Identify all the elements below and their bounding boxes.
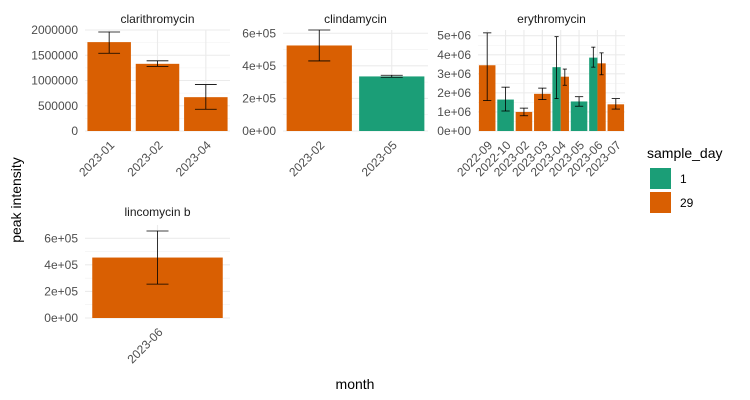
bar-2023-04-day-29	[560, 76, 569, 131]
error-bar-2023-03-day-29	[538, 87, 547, 100]
legend-label-day-29: 29	[680, 196, 694, 210]
error-bar-2023-04-day-29	[562, 68, 567, 86]
y-tick-label: 0e+00	[242, 124, 276, 138]
legend-label-day-1: 1	[680, 172, 687, 186]
y-tick-label: 1500000	[31, 48, 78, 62]
y-tick-label: 1000000	[31, 74, 78, 88]
error-bar-2023-05-day-1	[574, 96, 584, 107]
y-tick-label: 500000	[38, 99, 78, 113]
bar-2023-06-day-1	[589, 57, 598, 131]
bar-2023-06-day-29	[597, 63, 606, 131]
y-tick-label: 3e+06	[437, 67, 471, 81]
bar-2023-01-day-29	[87, 42, 131, 132]
error-bar-2023-02-day-29	[146, 60, 169, 67]
y-tick-label: 2e+06	[437, 86, 471, 100]
bar-2023-02-day-29	[135, 63, 180, 131]
y-tick-label: 1e+06	[437, 105, 471, 119]
bar-2023-02-day-29	[515, 111, 533, 131]
error-bar-2023-01-day-29	[98, 31, 121, 54]
y-tick-label: 2e+05	[44, 284, 78, 298]
y-tick-label: 6e+05	[44, 231, 78, 245]
bar-2023-05-day-1	[570, 101, 588, 131]
panels-group: 0 500000 1000000 1500000 2000000 clarithromyc…	[31, 12, 625, 366]
error-bar-2023-06-day-29	[146, 230, 169, 285]
x-tick-label: 2023-05	[359, 138, 400, 179]
bar-2023-07-day-29	[607, 104, 625, 131]
y-tick-label: 2000000	[31, 23, 78, 37]
legend: sample_day 1 29	[647, 145, 723, 213]
error-bar-2023-02-day-29	[308, 29, 331, 62]
legend-key-day-29	[650, 192, 671, 213]
x-tick-label: 2023-06	[125, 325, 166, 366]
y-tick-label: 0e+00	[44, 311, 78, 325]
error-bar-2023-05-day-1	[380, 74, 403, 78]
error-bar-2023-07-day-29	[611, 98, 620, 110]
y-tick-label: 4e+05	[242, 59, 276, 73]
error-bar-2022-09-day-29	[483, 32, 492, 101]
x-tick-label: 2023-01	[76, 138, 117, 179]
panel-title: lincomycin b	[124, 205, 190, 219]
panel-3: 0e+00 2e+05 4e+05 6e+05 lincomycin b 2023-06	[44, 205, 230, 366]
error-bar-2023-02-day-29	[519, 107, 529, 117]
bar-2023-03-day-29	[534, 93, 551, 131]
y-tick-label: 5e+06	[437, 29, 471, 43]
y-tick-label: 0e+00	[437, 124, 471, 138]
legend-title: sample_day	[647, 145, 723, 161]
y-tick-label: 4e+06	[437, 48, 471, 62]
error-bar-2023-06-day-1	[591, 46, 596, 68]
panel-title: erythromycin	[517, 12, 586, 26]
bar-2023-05-day-1	[359, 76, 425, 131]
y-tick-label: 2e+05	[242, 91, 276, 105]
panel-0: 0 500000 1000000 1500000 2000000 clarithromyc…	[31, 12, 230, 179]
x-tick-label: 2023-04	[173, 138, 214, 179]
legend-key-day-1	[650, 168, 671, 189]
bar-2022-10-day-1	[497, 99, 514, 131]
x-tick-label: 2023-02	[125, 138, 166, 179]
y-tick-label: 4e+05	[44, 258, 78, 272]
x-axis-title: month	[336, 376, 375, 392]
error-bar-2023-04-day-29	[194, 84, 217, 110]
error-bar-2023-04-day-1	[554, 36, 559, 100]
y-tick-label: 0	[71, 124, 78, 138]
error-bar-2022-10-day-1	[501, 86, 510, 112]
panel-title: clarithromycin	[120, 12, 194, 26]
bar-2023-04-day-1	[552, 67, 561, 131]
error-bar-2023-06-day-29	[599, 52, 604, 76]
y-tick-label: 6e+05	[242, 26, 276, 40]
panel-1: 0e+00 2e+05 4e+05 6e+05 clindamycin 2023-02 20…	[242, 12, 428, 179]
y-axis-title: peak intensity	[8, 157, 24, 243]
x-tick-label: 2023-02	[286, 138, 327, 179]
panel-title: clindamycin	[324, 12, 387, 26]
panel-2: 0e+00 1e+06 2e+06 3e+06 4e+06 5e+06 erythromyc…	[437, 12, 625, 179]
